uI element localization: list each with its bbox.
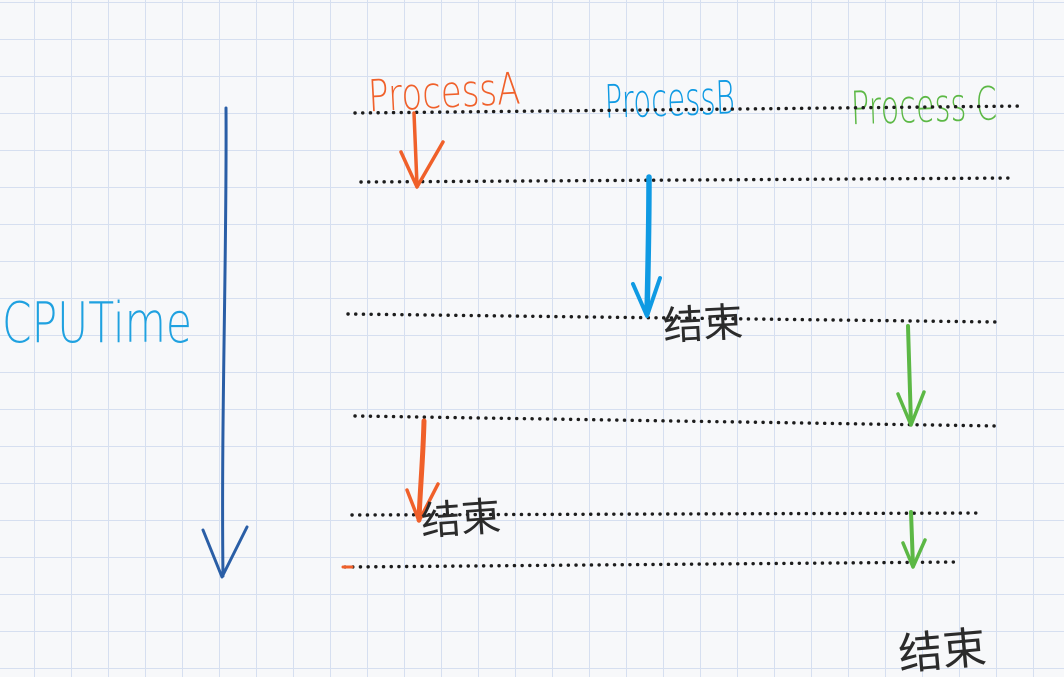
time-line-3 xyxy=(346,312,1000,324)
time-line-5 xyxy=(350,511,984,517)
process-a-slice-1-arrow xyxy=(399,111,445,189)
time-step-lines xyxy=(343,104,1026,569)
process-a-end-label: 结束 xyxy=(419,494,502,545)
process-c-slice-2-arrow xyxy=(901,510,927,569)
cpu-time-label: CPUTime xyxy=(2,291,192,356)
process-b-end-label: 结束 xyxy=(662,300,744,350)
process-c-slice-1-arrow xyxy=(896,324,926,427)
process-b-header: ProcessB xyxy=(604,70,736,129)
time-line-4 xyxy=(353,414,998,428)
process-b-slice-arrow xyxy=(631,174,662,318)
time-line-6 xyxy=(343,560,957,569)
process-a-slice-2-arrow xyxy=(405,418,440,523)
cpu-time-axis-arrow xyxy=(201,106,249,579)
process-c-end-label: 结束 xyxy=(896,622,988,677)
time-line-2 xyxy=(359,176,1015,184)
process-a-header: ProcessA xyxy=(367,63,521,122)
